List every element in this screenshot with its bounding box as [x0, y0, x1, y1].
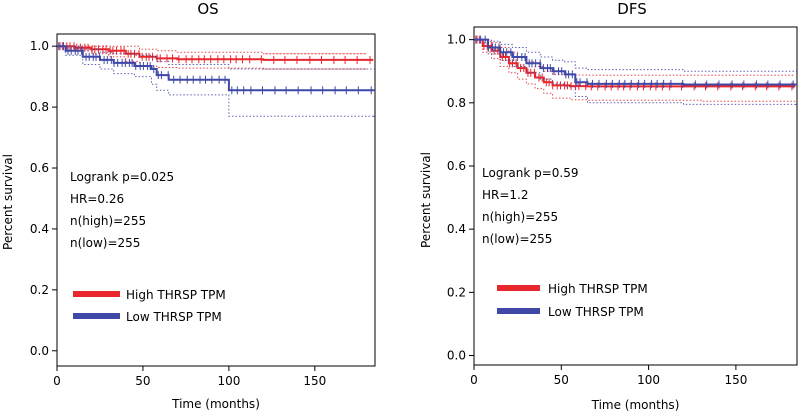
ci-lower-high [474, 39, 796, 102]
chart-title: OS [197, 0, 218, 18]
chart-title: DFS [617, 0, 646, 18]
stat-text: HR=0.26 [70, 192, 124, 206]
stat-text: n(high)=255 [482, 210, 558, 224]
ci-lower-high [57, 45, 367, 70]
y-tick-label: 0.2 [30, 283, 49, 297]
ci-lower-low [474, 39, 797, 105]
y-tick-label: 1.0 [447, 33, 466, 47]
x-tick-label: 150 [303, 374, 326, 388]
x-tick-label: 100 [217, 374, 240, 388]
stat-text: HR=1.2 [482, 188, 529, 202]
y-tick-label: 0.6 [30, 161, 49, 175]
ci-upper-low [57, 45, 375, 70]
survival-line-high [57, 45, 374, 61]
stat-text: Logrank p=0.59 [482, 166, 578, 180]
survival-line-low [474, 38, 797, 86]
x-axis-label: Time (months) [591, 398, 680, 412]
y-tick-label: 0.8 [447, 96, 466, 110]
legend-label: High THRSP TPM [548, 282, 648, 296]
y-tick-label: 0.8 [30, 100, 49, 114]
x-tick-label: 50 [135, 374, 150, 388]
ci-upper-high [57, 45, 367, 55]
y-tick-label: 0.0 [30, 344, 49, 358]
y-tick-label: 0.6 [447, 159, 466, 173]
x-tick-label: 100 [637, 373, 660, 387]
legend-label: High THRSP TPM [126, 288, 226, 302]
x-tick-label: 50 [554, 373, 569, 387]
y-tick-label: 0.2 [447, 285, 466, 299]
x-tick-label: 0 [470, 373, 478, 387]
x-tick-label: 0 [53, 374, 61, 388]
survival-line-low [57, 45, 375, 92]
ci-upper-low [474, 39, 797, 72]
legend-label: Low THRSP TPM [126, 310, 222, 324]
x-tick-label: 150 [724, 373, 747, 387]
y-axis-label: Percent survival [419, 152, 433, 248]
plot-frame [56, 33, 376, 367]
x-axis-label: Time (months) [171, 397, 260, 411]
plot-frame [473, 26, 798, 366]
legend-label: Low THRSP TPM [548, 305, 644, 319]
stat-text: n(low)=255 [70, 236, 140, 250]
ci-lower-low [57, 45, 375, 117]
stat-text: Logrank p=0.025 [70, 170, 174, 184]
y-tick-label: 0.4 [447, 222, 466, 236]
y-tick-label: 0.4 [30, 222, 49, 236]
y-tick-label: 1.0 [30, 39, 49, 53]
stat-text: n(high)=255 [70, 214, 146, 228]
y-tick-label: 0.0 [447, 349, 466, 363]
y-axis-label: Percent survival [1, 154, 15, 250]
stat-text: n(low)=255 [482, 232, 552, 246]
